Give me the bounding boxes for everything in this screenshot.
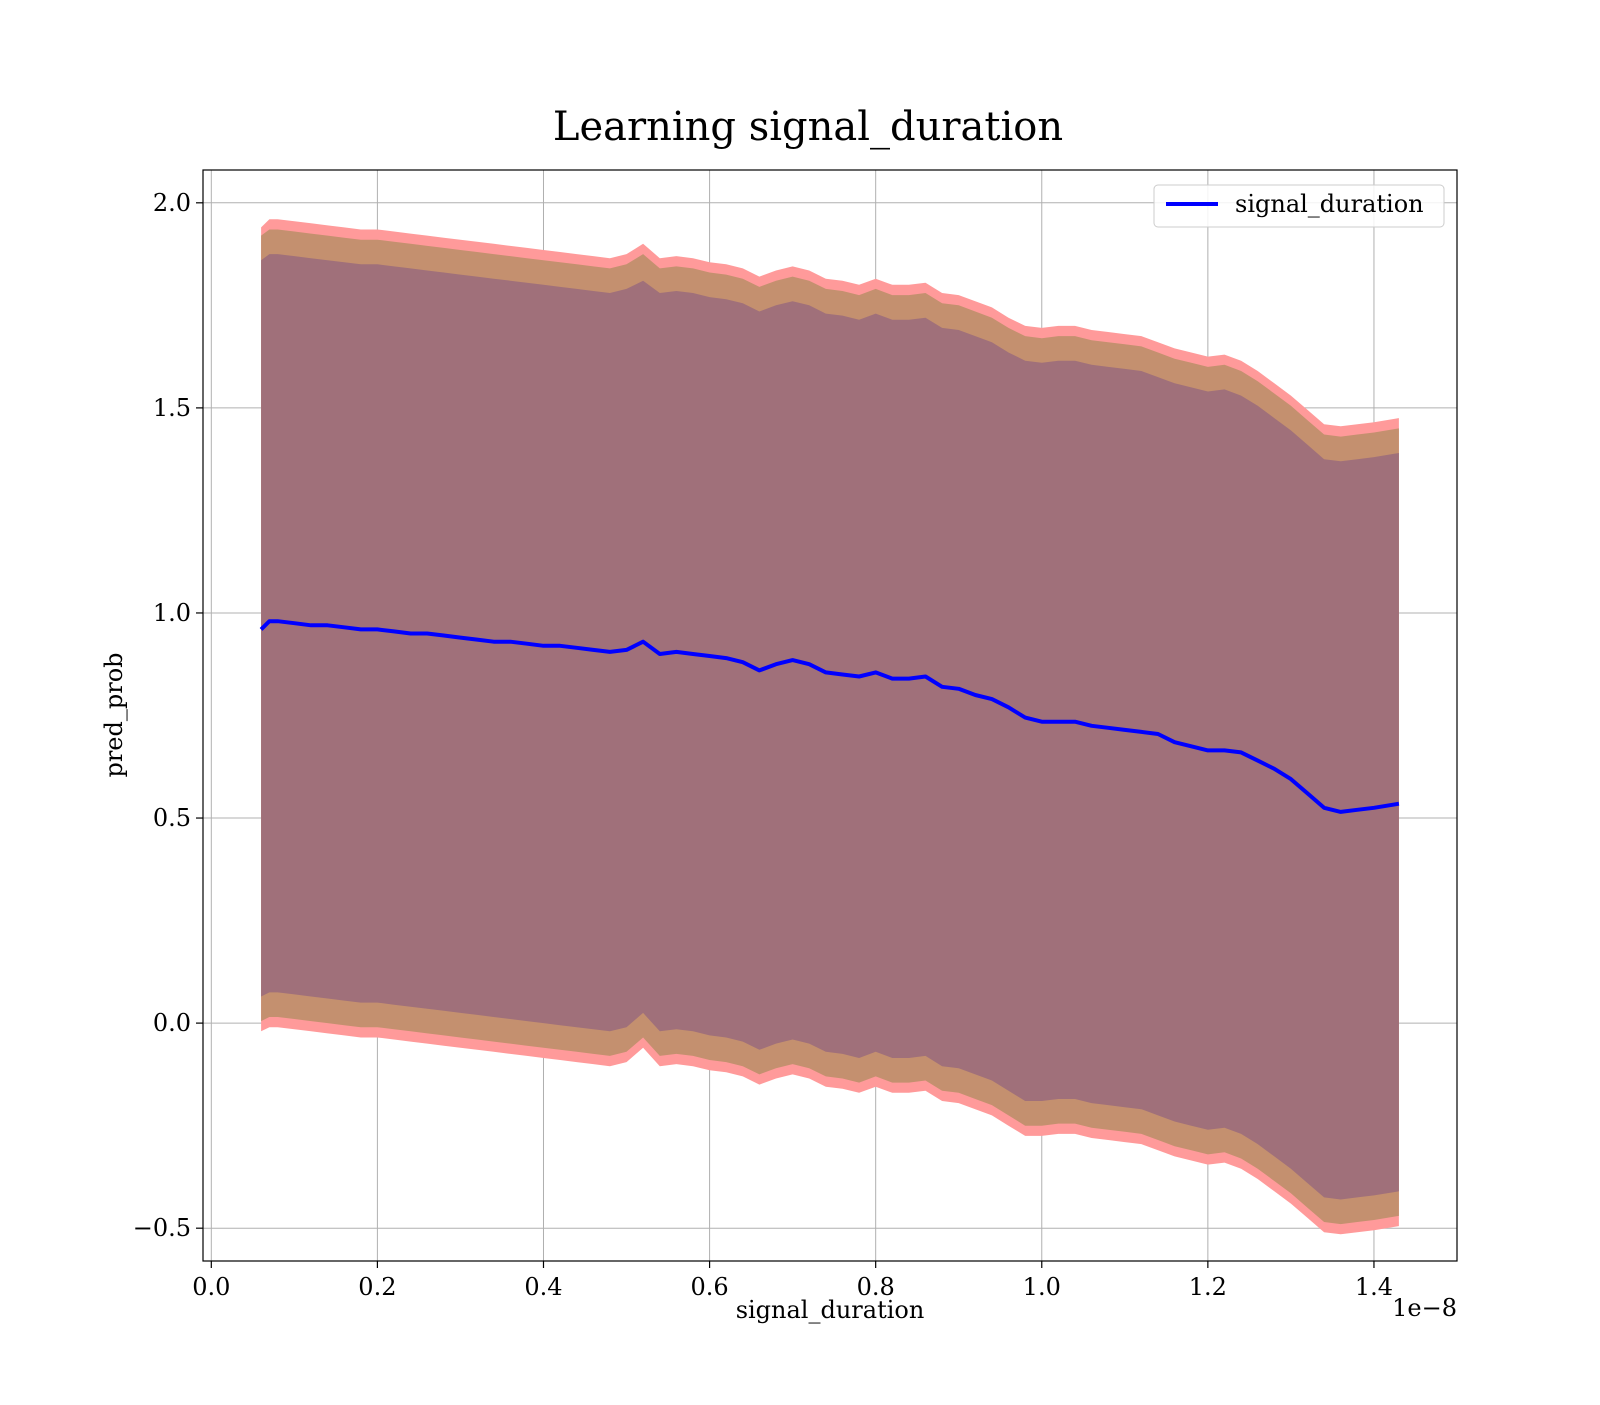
y-tick-label-3: 1.0: [153, 599, 191, 627]
x-tick-label-7: 1.4: [1355, 1273, 1393, 1301]
series-lines: [259, 619, 1400, 814]
uncertainty-bands: [261, 219, 1399, 1235]
x-tick-label-0: 0.0: [192, 1273, 230, 1301]
x-axis-offset-label: 1e−8: [1392, 1294, 1457, 1322]
legend-label: signal_duration: [1235, 190, 1424, 218]
x-tick-label-3: 0.6: [690, 1273, 728, 1301]
chart-title: Learning signal_duration: [553, 104, 1063, 150]
y-axis-label: pred_prob: [100, 652, 128, 777]
y-tick-label-1: 0.0: [153, 1009, 191, 1037]
legend: signal_duration: [1153, 184, 1445, 228]
x-axis-ticks: 0.0 0.2 0.4 0.6 0.8 1.0 1.2 1.4: [192, 1261, 1393, 1301]
x-tick-label-5: 1.0: [1023, 1273, 1061, 1301]
y-axis-ticks: −0.5 0.0 0.5 1.0 1.5 2.0: [133, 189, 203, 1242]
x-tick-label-6: 1.2: [1189, 1273, 1227, 1301]
x-tick-label-1: 0.2: [358, 1273, 396, 1301]
y-tick-label-2: 0.5: [153, 804, 191, 832]
x-tick-label-2: 0.4: [524, 1273, 562, 1301]
series-line-0: [259, 619, 1400, 814]
x-tick-label-4: 0.8: [857, 1273, 895, 1301]
y-tick-label-0: −0.5: [133, 1214, 191, 1242]
x-axis-label: signal_duration: [736, 1296, 925, 1324]
plot-frame: [202, 169, 1458, 1262]
legend-frame: [1153, 184, 1445, 228]
y-tick-label-4: 1.5: [153, 394, 191, 422]
y-tick-label-5: 2.0: [153, 189, 191, 217]
inner-band: [261, 254, 1399, 1200]
